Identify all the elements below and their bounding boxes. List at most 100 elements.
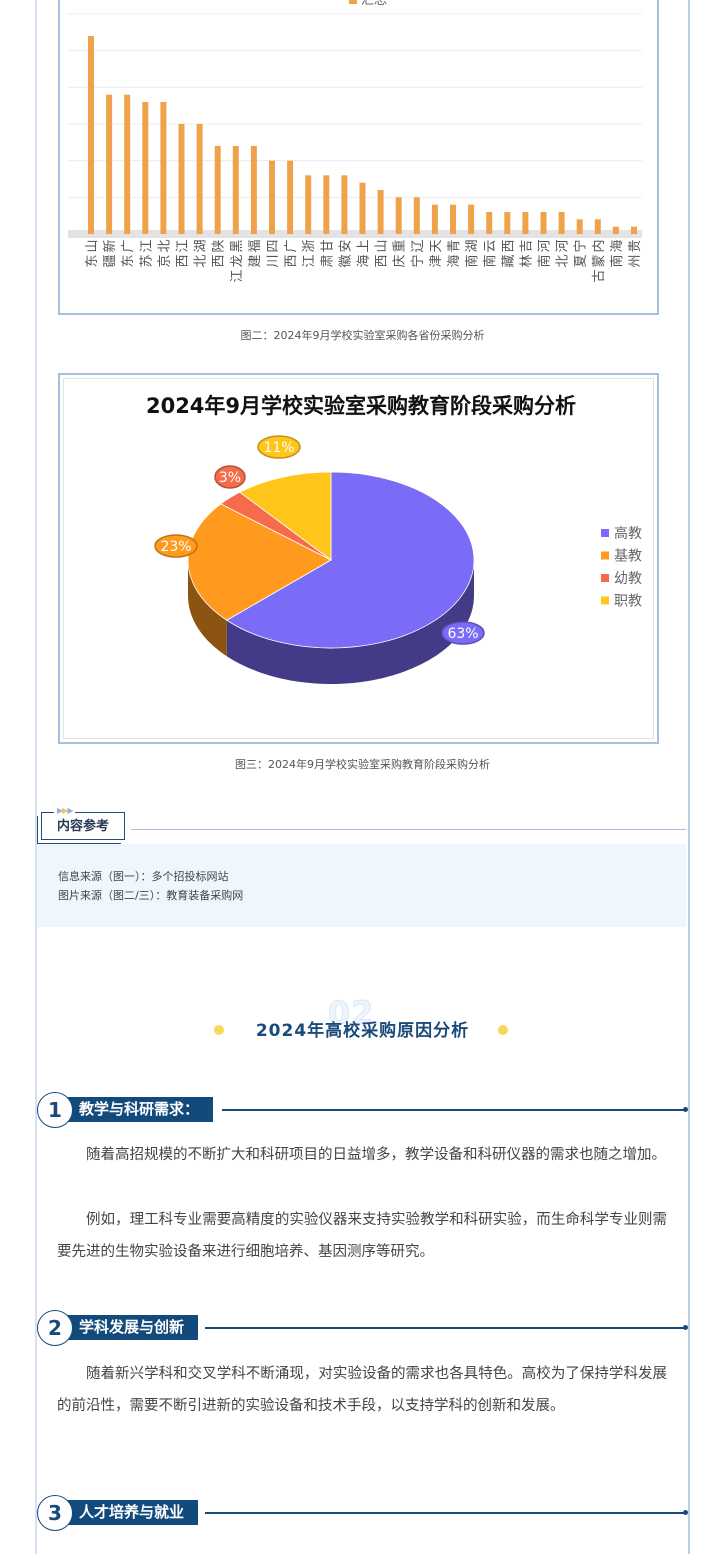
x-tick-label: 东	[85, 254, 100, 267]
x-tick-label: 湖	[465, 239, 480, 252]
x-tick-label: 河	[556, 239, 571, 252]
x-tick-label: 西	[375, 254, 390, 267]
bar	[631, 226, 637, 234]
x-tick-label: 藏	[501, 254, 516, 267]
bar-chart-frame: 汇总山东新疆广东江苏北京江西湖北陕西黑龙江福建四川广西浙江甘肃安徽上海山西重庆辽…	[58, 0, 659, 315]
content-column	[35, 0, 690, 1554]
pie-slice-side	[226, 560, 474, 684]
number-badge: 3	[37, 1495, 73, 1531]
legend-swatch	[601, 551, 609, 560]
number-badge: 2	[37, 1310, 73, 1346]
x-tick-label: 川	[266, 254, 281, 267]
arrows-icon: ▶▶▶	[54, 806, 76, 815]
data-label: 23%	[160, 539, 191, 555]
legend-label: 幼教	[614, 571, 642, 587]
x-tick-label: 疆	[103, 254, 118, 267]
paragraph: 例如，理工科专业需要高精度的实验仪器来支持实验教学和科研实验，而生命科学专业则需…	[57, 1212, 667, 1260]
x-tick-label: 江	[230, 269, 245, 282]
subsection-header-3: 3 人才培养与就业	[37, 1495, 688, 1535]
data-label-bubble	[257, 435, 301, 459]
divider	[222, 1107, 688, 1112]
subsection-title: 学科发展与创新	[67, 1315, 199, 1340]
data-label: 11%	[263, 440, 294, 456]
pie-slice	[239, 471, 332, 561]
x-tick-label: 天	[429, 239, 444, 252]
x-tick-label: 京	[157, 254, 172, 267]
x-tick-label: 青	[447, 239, 462, 252]
reference-box: 信息来源（图一）：多个招投标网站 图片来源（图二/三）：教育装备采购网	[37, 844, 686, 927]
x-tick-label: 湖	[194, 239, 209, 252]
bar	[468, 204, 475, 234]
data-label: 3%	[219, 470, 241, 486]
x-tick-label: 辽	[411, 239, 426, 252]
legend-swatch	[349, 0, 357, 4]
dot-icon	[498, 1025, 508, 1035]
x-tick-label: 贵	[628, 239, 643, 252]
x-tick-label: 四	[266, 239, 281, 252]
bar	[431, 204, 438, 234]
x-tick-label: 海	[447, 254, 462, 267]
bar	[269, 160, 275, 234]
legend-swatch	[601, 596, 609, 605]
pie-slice	[187, 503, 332, 621]
x-tick-label: 林	[519, 254, 534, 267]
x-tick-label: 安	[338, 239, 353, 252]
bar	[160, 102, 167, 234]
bar	[450, 204, 456, 234]
axis-band	[68, 230, 642, 238]
x-tick-label: 蒙	[592, 254, 607, 267]
x-tick-label: 州	[628, 254, 643, 267]
legend-swatch	[601, 529, 609, 537]
bar	[106, 94, 113, 235]
bar	[558, 212, 565, 234]
x-tick-label: 东	[121, 254, 136, 267]
bar	[196, 124, 203, 234]
bar	[142, 102, 149, 234]
bar	[377, 190, 384, 234]
figure-caption-3: 图三：2024年9月学校实验室采购教育阶段采购分析	[235, 758, 490, 771]
bar	[178, 124, 185, 234]
bar	[395, 197, 402, 234]
bar	[594, 219, 601, 234]
x-tick-label: 津	[429, 254, 444, 267]
bar	[305, 175, 312, 234]
x-tick-label: 浙	[302, 239, 317, 252]
bar	[486, 212, 493, 234]
section-title: 2024年高校采购原因分析	[255, 1021, 470, 1041]
x-tick-label: 海	[610, 239, 625, 252]
x-tick-label: 吉	[519, 239, 534, 252]
x-tick-label: 北	[157, 239, 172, 252]
divider	[205, 1510, 688, 1515]
bar	[612, 226, 619, 234]
x-tick-label: 夏	[574, 254, 589, 267]
subsection-header-2: 2 学科发展与创新	[37, 1310, 688, 1350]
bar	[504, 212, 511, 234]
bar-chart: 汇总山东新疆广东江苏北京江西湖北陕西黑龙江福建四川广西浙江甘肃安徽上海山西重庆辽…	[68, 0, 643, 283]
reference-tag: 内容参考	[41, 812, 125, 840]
number-badge: 1	[37, 1092, 73, 1128]
bar	[287, 160, 294, 234]
section-number: 02	[328, 994, 375, 1033]
divider	[205, 1325, 688, 1330]
x-tick-label: 北	[556, 254, 571, 267]
legend-label: 基教	[614, 548, 642, 565]
legend-swatch	[601, 574, 609, 582]
x-tick-label: 河	[538, 239, 553, 252]
bar	[214, 146, 221, 234]
pie-slice-side	[188, 560, 227, 657]
pie-chart-frame: 2024年9月学校实验室采购教育阶段采购分析 63% 高教 23% 基教 3% 幼教 11% 职…	[58, 373, 659, 744]
x-tick-label: 徽	[338, 254, 353, 267]
x-tick-label: 西	[501, 239, 516, 252]
data-label-bubble	[154, 534, 198, 558]
x-tick-label: 南	[464, 254, 480, 267]
x-tick-label: 西	[176, 254, 191, 267]
dot-icon	[214, 1025, 224, 1035]
x-tick-label: 广	[284, 239, 299, 252]
reference-line: 信息来源（图一）：多个招投标网站	[58, 870, 229, 883]
x-tick-label: 山	[85, 239, 100, 252]
x-tick-label: 江	[176, 239, 191, 252]
data-label: 63%	[447, 626, 478, 642]
bar	[576, 219, 583, 234]
bar	[359, 182, 366, 234]
x-tick-label: 海	[357, 254, 372, 267]
